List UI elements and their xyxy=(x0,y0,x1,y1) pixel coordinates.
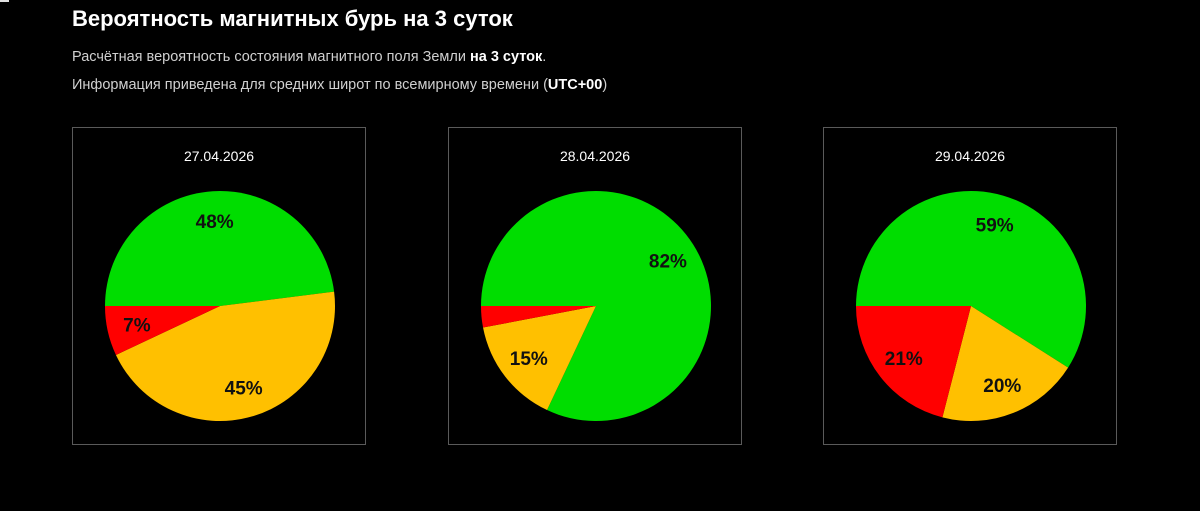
pie-chart: 82% 15% xyxy=(481,191,711,422)
description-line-2: Информация приведена для средних широт п… xyxy=(72,77,607,93)
slice-percent-label: 15% xyxy=(510,349,548,370)
slice-percent-label: 21% xyxy=(885,349,923,370)
pie-slice-green xyxy=(856,191,1086,368)
slice-percent-label: 82% xyxy=(649,251,687,272)
card-date: 27.04.2026 xyxy=(183,148,255,164)
timezone-label: UTC+00 xyxy=(547,77,603,93)
slice-percent-label: 59% xyxy=(976,215,1014,236)
pie-chart: 59% 20% 21% xyxy=(856,191,1086,422)
description-text: . xyxy=(542,49,547,65)
card-date: 28.04.2026 xyxy=(559,148,631,164)
corner-artifact xyxy=(0,0,9,2)
pie-chart: 48% 45% 7% xyxy=(105,191,335,421)
slice-percent-label: 45% xyxy=(225,379,263,400)
pie-slice-green xyxy=(105,191,335,306)
description-text: ) xyxy=(602,77,608,93)
description-line-1: Расчётная вероятность состояния магнитно… xyxy=(72,49,546,65)
page-title: Вероятность магнитных бурь на 3 суток xyxy=(72,6,513,31)
forecast-card-day-3: 29.04.2026 59% 20% 21% xyxy=(823,127,1117,445)
slice-percent-label: 48% xyxy=(196,212,234,233)
description-emphasis: на 3 суток xyxy=(469,49,543,65)
pie-slice-red xyxy=(481,306,596,328)
card-date: 29.04.2026 xyxy=(934,148,1006,164)
pie-slice-yellow xyxy=(115,291,335,421)
slice-percent-label: 7% xyxy=(123,316,151,337)
pie-slice-red xyxy=(856,306,971,418)
description-text: Расчётная вероятность состояния магнитно… xyxy=(72,49,470,65)
slice-percent-label: 20% xyxy=(983,376,1021,397)
pie-slice-green xyxy=(481,191,711,422)
pie-slice-yellow xyxy=(483,306,596,411)
forecast-card-day-1: 27.04.2026 48% 45% 7% xyxy=(72,127,366,445)
description-text: Информация приведена для средних широт п… xyxy=(72,77,548,93)
pie-slice-red xyxy=(105,306,220,355)
pie-slice-yellow xyxy=(942,306,1069,422)
forecast-card-day-2: 28.04.2026 82% 15% xyxy=(448,127,742,445)
